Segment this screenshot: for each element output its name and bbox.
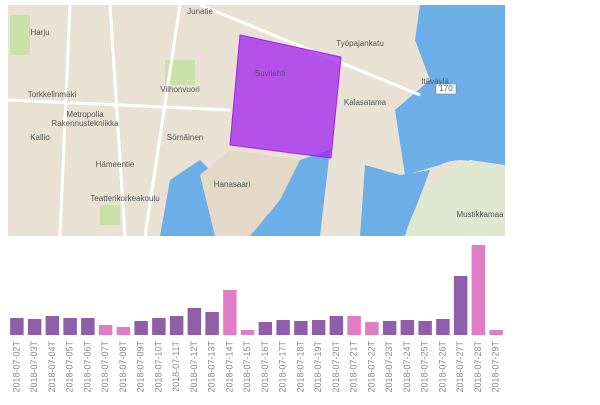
x-tick-label: 2018-07-03T: [29, 341, 39, 393]
map: [7, 3, 505, 237]
x-tick-label: 2018-07-02T: [11, 341, 21, 393]
x-tick-label: 2018-07-27T: [455, 341, 465, 393]
map-label: Itäväylä: [421, 77, 449, 86]
bar: [240, 330, 255, 335]
bar: [116, 327, 131, 335]
x-tick-label: 2018-07-04T: [47, 341, 57, 393]
map-label: Sörnäinen: [167, 133, 203, 142]
x-tick-label: 2018-07-21T: [349, 341, 359, 393]
bar: [489, 330, 503, 335]
bar: [400, 320, 415, 335]
bar: [187, 308, 202, 335]
map-label: 170: [439, 84, 453, 93]
bar: [311, 320, 326, 335]
bar: [329, 316, 344, 335]
map-label: Teatterikorkeakoulu: [90, 194, 159, 203]
bar: [258, 322, 273, 335]
map-label: Työpajankatu: [336, 39, 384, 48]
bar: [436, 319, 450, 335]
bar: [81, 318, 95, 335]
x-tick-label: 2018-07-20T: [331, 341, 341, 393]
x-tick-label: 2018-07-17T: [278, 341, 288, 393]
x-tick-label: 2018-07-09T: [136, 341, 146, 393]
bar: [98, 325, 113, 335]
x-tick-label: 2018-07-10T: [153, 341, 163, 393]
bar: [453, 276, 468, 335]
bar: [63, 318, 77, 335]
x-tick-label: 2018-07-07T: [100, 341, 110, 393]
x-tick-label: 2018-07-11T: [171, 341, 181, 392]
map-label: Harju: [30, 28, 49, 37]
x-tick-label: 2018-07-19T: [313, 341, 323, 393]
bar: [134, 321, 148, 335]
bar: [382, 321, 397, 335]
bar: [223, 290, 237, 335]
x-tick-label: 2018-07-08T: [118, 341, 128, 393]
bar: [27, 319, 42, 335]
map-label: Torkkelinmäki: [28, 90, 77, 99]
bar: [10, 318, 24, 335]
bar: [365, 322, 379, 335]
x-tick-label: 2018-07-13T: [207, 341, 217, 393]
x-tick-label: 2018-07-12T: [189, 341, 199, 393]
x-tick-label: 2018-07-24T: [402, 341, 412, 393]
map-label: Kallio: [30, 133, 50, 142]
bar: [45, 316, 60, 335]
map-label: Suvilahti: [255, 69, 285, 78]
x-tick-label: 2018-07-15T: [242, 341, 252, 393]
map-label: Mustikkamaa: [456, 210, 504, 219]
map-label: Kalasatama: [344, 98, 387, 107]
map-label: Vilhonvuori: [160, 85, 200, 94]
x-tick-label: 2018-07-06T: [82, 341, 92, 393]
bar: [347, 316, 361, 335]
x-tick-label: 2018-07-25T: [420, 341, 430, 393]
bar: [276, 320, 290, 335]
bar: [169, 316, 184, 335]
map-label: Metropolia: [66, 110, 104, 119]
x-tick-label: 2018-07-05T: [65, 341, 75, 393]
x-tick-label: 2018-07-22T: [366, 341, 376, 393]
bar: [418, 321, 432, 335]
x-tick-label: 2018-07-16T: [260, 341, 270, 393]
bar: [471, 245, 486, 335]
x-tick-label: 2018-07-23T: [384, 341, 394, 393]
x-tick-label: 2018-07-18T: [295, 341, 305, 393]
map-label: Hämeentie: [96, 160, 135, 169]
x-tick-label: 2018-07-14T: [224, 341, 234, 393]
bar: [205, 312, 219, 335]
map-label: Junatie: [187, 7, 213, 16]
map-label: Rakennustekniikka: [51, 119, 119, 128]
x-tick-label: 2018-07-29T: [491, 341, 501, 393]
bar: [152, 318, 166, 335]
x-tick-label: 2018-07-26T: [437, 341, 447, 393]
x-tick-label: 2018-07-28T: [473, 341, 483, 393]
map-label: Hanasaari: [214, 180, 251, 189]
bar: [294, 321, 308, 335]
